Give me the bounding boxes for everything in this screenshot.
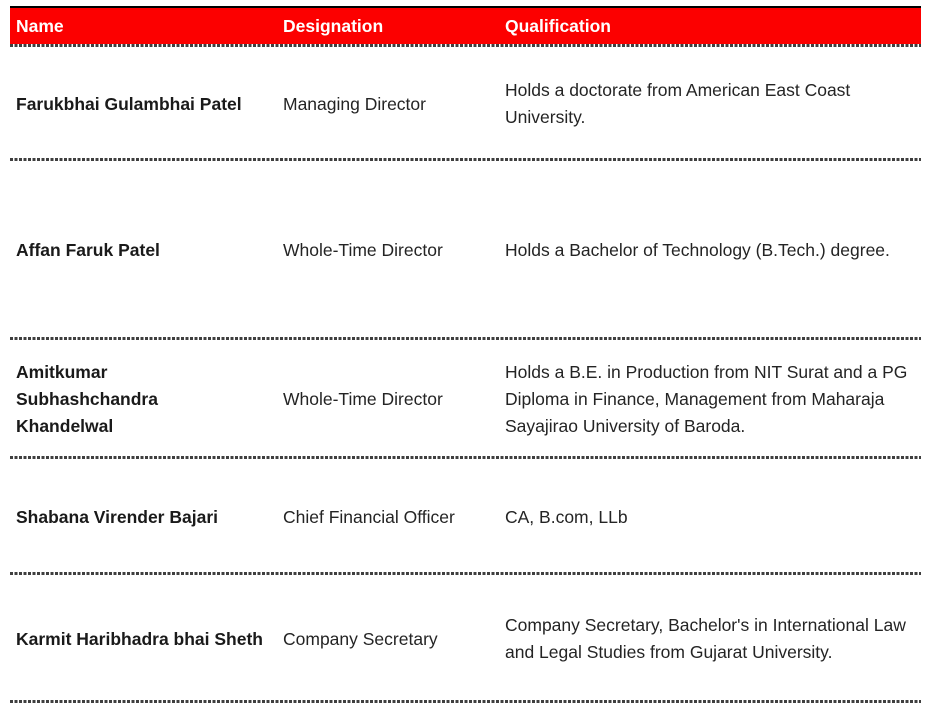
director-name: Amitkumar Subhashchandra Khandelwal bbox=[16, 362, 158, 436]
director-designation: Company Secretary bbox=[283, 628, 438, 649]
table-row: Shabana Virender Bajari Chief Financial … bbox=[10, 459, 921, 575]
table-row: Karmit Haribhadra bhai Sheth Company Sec… bbox=[10, 575, 921, 703]
director-name: Farukbhai Gulambhai Patel bbox=[16, 93, 242, 114]
column-header-qualification: Qualification bbox=[505, 15, 611, 36]
table-body: Farukbhai Gulambhai Patel Managing Direc… bbox=[10, 47, 921, 703]
column-header-designation: Designation bbox=[283, 15, 384, 36]
table-row: Affan Faruk Patel Whole-Time Director Ho… bbox=[10, 161, 921, 340]
director-designation: Managing Director bbox=[283, 93, 426, 114]
director-designation: Chief Financial Officer bbox=[283, 506, 455, 527]
table-header: Name Designation Qualification bbox=[10, 6, 921, 44]
director-qualification: Holds a B.E. in Production from NIT Sura… bbox=[505, 362, 908, 436]
header-separator bbox=[10, 44, 921, 47]
director-qualification: CA, B.com, LLb bbox=[505, 506, 628, 527]
director-qualification: Holds a doctorate from American East Coa… bbox=[505, 80, 851, 127]
director-designation: Whole-Time Director bbox=[283, 240, 443, 260]
director-name: Karmit Haribhadra bhai Sheth bbox=[16, 628, 263, 649]
directors-table: Name Designation Qualification Farukbhai… bbox=[10, 6, 921, 703]
column-header-name: Name bbox=[16, 15, 64, 36]
table-row: Amitkumar Subhashchandra Khandelwal Whol… bbox=[10, 340, 921, 459]
director-designation: Whole-Time Director bbox=[283, 389, 443, 409]
table-row: Farukbhai Gulambhai Patel Managing Direc… bbox=[10, 47, 921, 161]
director-name: Affan Faruk Patel bbox=[16, 240, 160, 260]
director-name: Shabana Virender Bajari bbox=[16, 506, 218, 527]
director-qualification: Holds a Bachelor of Technology (B.Tech.)… bbox=[505, 240, 890, 260]
director-qualification: Company Secretary, Bachelor's in Interna… bbox=[505, 615, 906, 662]
